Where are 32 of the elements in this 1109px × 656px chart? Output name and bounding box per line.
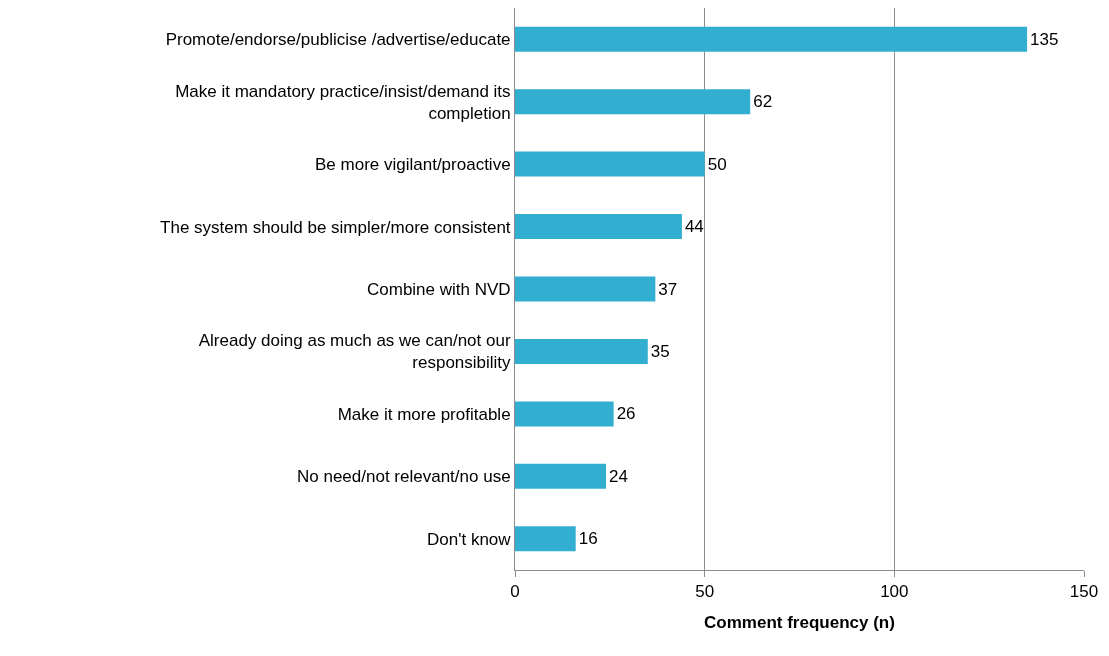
x-tick-label: 50 [695, 582, 715, 602]
bar [515, 26, 1028, 52]
bar [515, 214, 682, 240]
bar [515, 463, 607, 489]
bar [515, 276, 656, 302]
x-tick-label: 150 [1069, 582, 1099, 602]
data-label: 62 [753, 92, 773, 112]
data-label: 16 [578, 529, 598, 549]
bar [515, 526, 576, 552]
data-label: 24 [609, 466, 628, 486]
y-tick-label: No need/not relevant/no use [296, 467, 511, 487]
bar [515, 89, 751, 115]
data-label: 135 [1030, 29, 1059, 49]
data-label: 35 [650, 341, 670, 361]
y-tick-label: Don't know [427, 529, 512, 549]
bar [515, 151, 705, 177]
x-tick-label: 0 [510, 582, 520, 602]
x-axis-title: Comment frequency (n) [704, 612, 895, 632]
data-label: 37 [658, 279, 678, 299]
data-label: 44 [684, 217, 704, 237]
y-tick-label: Promote/endorse/publicise /advertise/educate [165, 30, 511, 50]
data-label: 50 [707, 154, 727, 174]
data-label: 26 [616, 404, 636, 424]
y-tick-label: Combine with NVD [366, 279, 511, 299]
y-tick-label: Make it more profitable [337, 404, 511, 424]
x-tick-label: 100 [880, 582, 909, 602]
y-tick-label: The system should be simpler/more consistent [160, 217, 511, 237]
bar [515, 401, 614, 427]
y-tick-label: Already doing as much as we can/not our responsibility [198, 331, 512, 373]
y-tick-label: Make it mandatory practice/insist/demand its completion [175, 81, 511, 123]
y-tick-label: Be more vigilant/proactive [315, 155, 511, 175]
bar [515, 338, 648, 364]
